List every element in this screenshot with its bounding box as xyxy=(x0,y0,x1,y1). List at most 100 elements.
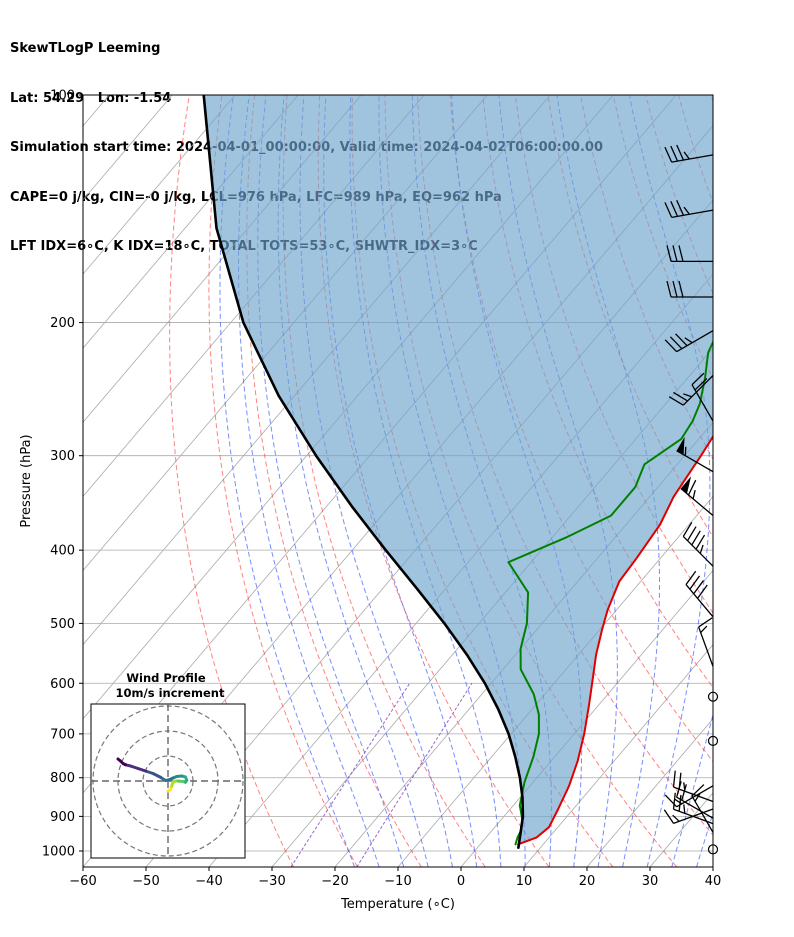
barb-shaft xyxy=(671,209,714,219)
barb-shaft xyxy=(698,626,714,667)
barb-pennant xyxy=(680,476,692,494)
dewpoint-profile-line xyxy=(507,339,713,846)
x-tick-label: −50 xyxy=(132,874,159,889)
title-latlon: Lat: 54.29 Lon: -1.54 xyxy=(10,90,172,106)
barb-feather xyxy=(664,339,678,353)
isotherm-gridline xyxy=(83,95,236,275)
wind-barb xyxy=(707,691,719,702)
wind-barb xyxy=(664,144,714,163)
isotherm-gridline xyxy=(586,718,713,867)
wind-barb xyxy=(680,476,714,517)
barb-feather xyxy=(678,280,684,298)
isotherm-gridline xyxy=(776,95,794,867)
barb-feather xyxy=(669,336,683,350)
wind-barb xyxy=(666,245,713,263)
barb-shaft xyxy=(676,785,714,808)
y-tick-label: 600 xyxy=(50,677,75,692)
barb-feather xyxy=(673,391,688,402)
barb-shaft xyxy=(680,488,714,517)
x-tick-label: 0 xyxy=(457,874,465,889)
temperature-profile-line xyxy=(517,434,713,846)
y-tick-label: 1000 xyxy=(42,844,75,859)
isotherm-gridline xyxy=(523,644,713,867)
calm-wind-circle xyxy=(707,844,719,855)
barb-feather xyxy=(681,784,687,801)
mixing-ratio-line xyxy=(290,683,411,867)
moist-adiabat xyxy=(257,95,405,867)
hodograph-title: Wind Profile xyxy=(126,671,206,685)
barb-feather xyxy=(700,625,708,634)
barb-feather xyxy=(683,206,690,215)
moist-adiabat xyxy=(323,95,478,867)
barb-feather xyxy=(675,333,688,347)
barb-feather xyxy=(666,280,672,298)
barb-feather xyxy=(694,377,708,391)
hodograph-inset xyxy=(90,703,246,859)
barb-feather xyxy=(670,201,679,217)
hodograph-trace-segment xyxy=(116,757,122,763)
barb-feather xyxy=(689,575,701,590)
barb-feather xyxy=(695,534,706,550)
barb-feather xyxy=(672,814,680,822)
wind-barb xyxy=(682,521,714,567)
wind-barb xyxy=(707,735,719,746)
wind-barb xyxy=(664,330,714,353)
barb-feather xyxy=(666,245,672,262)
dry-adiabat xyxy=(744,95,794,867)
y-axis-label: Pressure (hPa) xyxy=(19,434,34,527)
x-tick-label: −30 xyxy=(258,874,285,889)
dry-adiabat xyxy=(246,95,422,867)
hodograph-plot xyxy=(91,704,245,858)
barb-feather xyxy=(691,372,705,386)
barb-feather xyxy=(672,792,676,810)
isotherm-gridline xyxy=(397,495,713,867)
barb-feather xyxy=(672,770,676,788)
x-tick-label: −60 xyxy=(69,874,96,889)
y-tick-label: 100 xyxy=(50,89,75,104)
barb-feather xyxy=(678,245,684,262)
moist-adiabat xyxy=(219,95,355,867)
y-tick-label: 900 xyxy=(50,810,75,825)
x-tick-label: −20 xyxy=(321,874,348,889)
wind-barb xyxy=(698,617,714,667)
barb-feather xyxy=(687,479,697,496)
x-tick-label: 40 xyxy=(705,874,722,889)
barb-feather xyxy=(685,570,697,585)
title-station: SkewTLogP Leeming xyxy=(10,41,161,56)
y-tick-label: 200 xyxy=(50,316,75,331)
y-tick-label: 700 xyxy=(50,727,75,742)
barb-feather xyxy=(663,809,675,824)
barb-pennant xyxy=(676,436,685,455)
barb-feather xyxy=(664,794,678,808)
barb-feather xyxy=(698,617,713,628)
axes: −60 −50 −40 −30 −20 −10 0 10 20 30 40 100 200 300 400 5… xyxy=(42,89,721,890)
wind-barb xyxy=(666,280,713,298)
barb-feather xyxy=(672,245,678,262)
barb-feather xyxy=(699,544,704,554)
barb-feather xyxy=(693,580,704,595)
wind-barb xyxy=(707,844,719,855)
wind-barb xyxy=(676,781,714,819)
x-axis-label: Temperature (∘C) xyxy=(340,897,455,912)
barb-feather xyxy=(686,526,697,542)
barb-feather xyxy=(676,781,682,798)
y-tick-label: 400 xyxy=(50,544,75,559)
x-tick-label: 20 xyxy=(579,874,596,889)
barb-feather xyxy=(692,489,696,499)
barb-shaft xyxy=(682,536,714,567)
wind-barb xyxy=(676,436,714,473)
x-tick-label: −40 xyxy=(195,874,222,889)
y-tick-label: 300 xyxy=(50,449,75,464)
wind-barb xyxy=(691,372,714,422)
moist-adiabat xyxy=(746,95,794,867)
barb-feather xyxy=(684,337,693,344)
mixing-ratio-line xyxy=(356,683,473,867)
wind-barbs xyxy=(663,144,719,855)
barb-shaft xyxy=(685,584,714,618)
hodograph-subtitle: 10m/s increment xyxy=(116,686,225,700)
barb-feather xyxy=(664,202,673,218)
x-tick-label: 30 xyxy=(642,874,659,889)
barb-feather xyxy=(682,521,693,537)
barb-shaft xyxy=(691,795,714,833)
barb-feather xyxy=(697,584,708,599)
